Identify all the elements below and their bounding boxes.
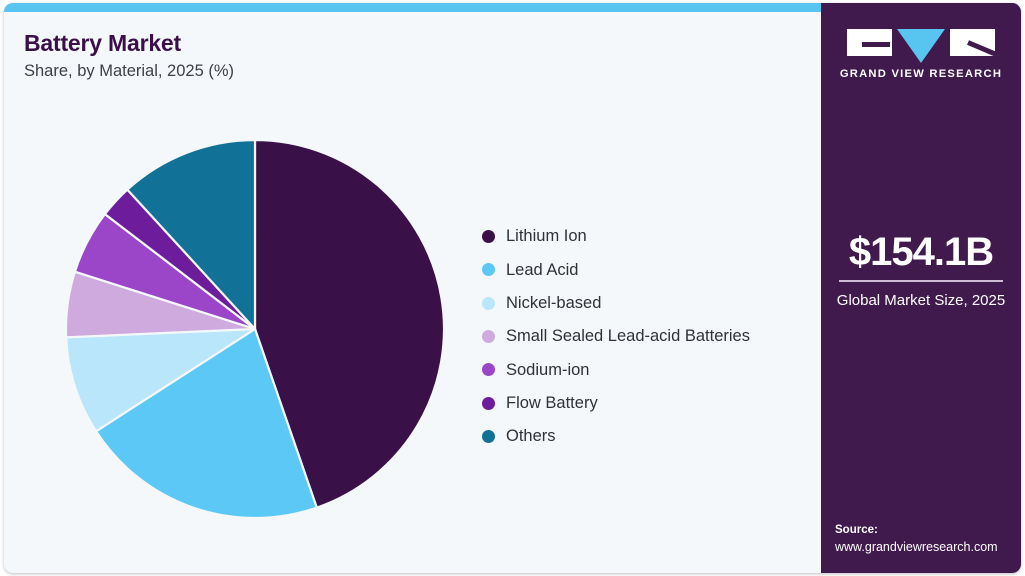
stat-caption: Global Market Size, 2025 (836, 291, 1006, 309)
legend-label: Lead Acid (506, 260, 579, 279)
top-accent-bar (4, 3, 1021, 12)
legend-swatch-icon (482, 396, 495, 410)
legend-label: Small Sealed Lead-acid Batteries (506, 327, 750, 346)
legend-swatch-icon (482, 429, 495, 443)
logo-wordmark: GRAND VIEW RESEARCH (839, 68, 1003, 80)
source-block: Source: www.grandviewresearch.com (835, 522, 1011, 556)
page-title: Battery Market (24, 30, 181, 56)
market-size-stat: $154.1B Global Market Size, 2025 (821, 231, 1021, 311)
legend-item[interactable]: Others (482, 420, 750, 453)
legend-label: Lithium Ion (506, 227, 587, 246)
pie-slice[interactable] (253, 138, 446, 509)
source-url[interactable]: www.grandviewresearch.com (835, 540, 998, 555)
gvr-logo: GRAND VIEW RESEARCH (821, 29, 1021, 80)
brand-panel: GRAND VIEW RESEARCH $154.1B Global Marke… (821, 3, 1021, 573)
legend-item[interactable]: Flow Battery (482, 386, 750, 419)
legend-item[interactable]: Sodium-ion (482, 353, 750, 386)
legend-swatch-icon (482, 230, 495, 244)
pie-slice[interactable] (126, 138, 257, 331)
legend-item[interactable]: Small Sealed Lead-acid Batteries (482, 320, 750, 353)
source-label: Source: (835, 523, 878, 536)
stat-divider (839, 280, 1003, 282)
legend-label: Sodium-ion (506, 360, 590, 379)
legend-item[interactable]: Lithium Ion (482, 220, 750, 253)
legend-item[interactable]: Nickel-based (482, 287, 750, 320)
logo-v-triangle-icon (897, 29, 945, 63)
legend-label: Others (506, 427, 556, 446)
chart-pane: Battery Market Share, by Material, 2025 … (4, 12, 821, 573)
page-subtitle: Share, by Material, 2025 (%) (24, 62, 235, 81)
legend-swatch-icon (482, 296, 495, 310)
pie-chart-svg (64, 138, 446, 520)
pie-slice[interactable] (65, 327, 257, 433)
logo-marks (847, 29, 995, 63)
stat-value: $154.1B (848, 230, 994, 274)
chart-legend: Lithium Ion Lead Acid Nickel-based Small Se… (482, 220, 750, 453)
legend-label: Flow Battery (506, 393, 598, 412)
pie-slice[interactable] (94, 327, 318, 520)
legend-swatch-icon (482, 330, 495, 344)
legend-swatch-icon (482, 263, 495, 277)
pie-chart (60, 134, 450, 524)
title-block: Battery Market Share, by Material, 2025 … (24, 30, 234, 82)
legend-label: Nickel-based (506, 293, 602, 312)
legend-item[interactable]: Lead Acid (482, 253, 750, 286)
logo-r-icon (950, 29, 995, 56)
infographic-card: Battery Market Share, by Material, 2025 … (4, 3, 1021, 573)
logo-g-icon (847, 29, 892, 56)
legend-swatch-icon (482, 363, 495, 377)
